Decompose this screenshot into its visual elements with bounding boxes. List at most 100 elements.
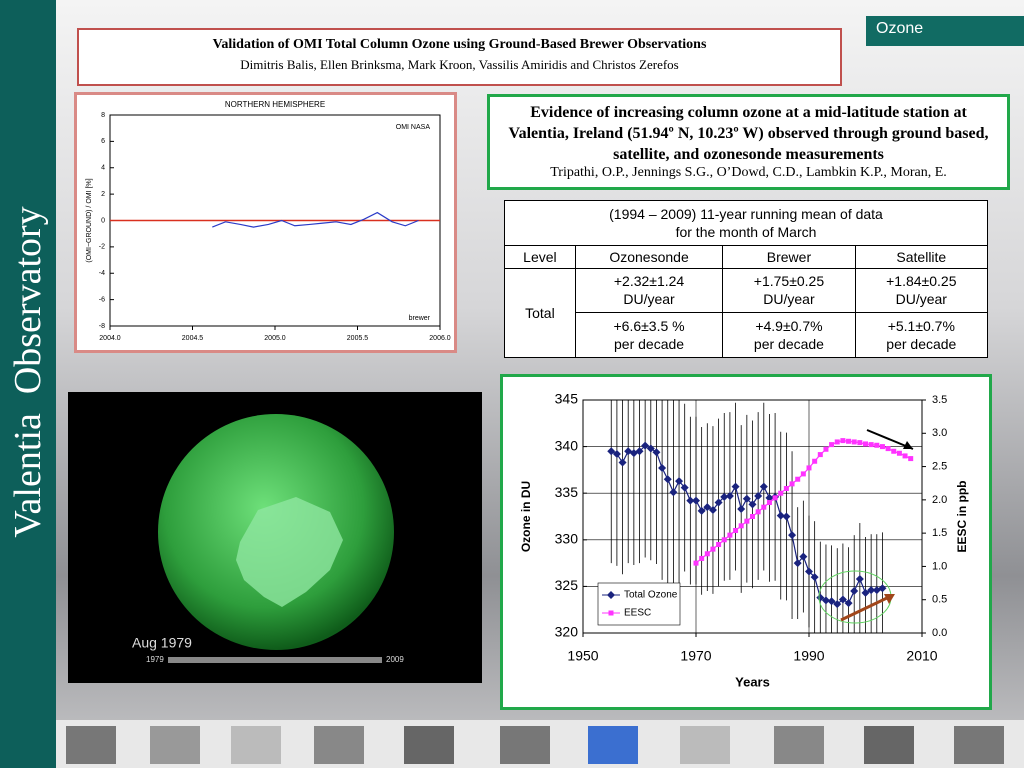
annotation: OMI NASA [396, 124, 431, 131]
marker [902, 453, 908, 459]
marker [810, 573, 819, 582]
y-axis-label: Ozone in DU [519, 481, 533, 552]
tab: Ozone [866, 16, 1024, 46]
cell-value: +6.6±3.5 % [613, 318, 685, 335]
cell-value: +4.9±0.7% [755, 318, 823, 335]
sidebar: Valentia Observatory [0, 0, 56, 768]
marker [693, 560, 699, 566]
x-axis-label: Years [735, 674, 770, 689]
citation: Tripathi, O.P., Jennings S.G., O’Dowd, C… [550, 165, 947, 180]
marker [776, 511, 785, 520]
thumbnail [588, 726, 638, 764]
y-tick-label: -2 [99, 244, 105, 251]
marker [805, 567, 813, 576]
marker [846, 438, 852, 444]
y2-tick-label: 2.0 [932, 494, 947, 506]
marker [823, 446, 829, 452]
series [607, 400, 887, 633]
chart-box: 320 325 330 335 340 345 0.0 0.5 1.0 1.5 2.0 2.5 3.0 3… [500, 374, 992, 710]
marker [829, 442, 835, 448]
x-tick-label: 1990 [793, 648, 824, 664]
y-tick-label: 335 [555, 484, 579, 500]
y-tick-label: 4 [101, 165, 105, 172]
marker [885, 446, 891, 452]
thumbnail [404, 726, 454, 764]
title: Validation of OMI Total Column Ozone usi… [212, 37, 707, 52]
marker [658, 464, 667, 473]
marker [725, 491, 734, 500]
authors: Dimitris Balis, Ellen Brinksma, Mark Kro… [240, 57, 679, 72]
marker [833, 600, 842, 609]
x-tick-label: 1970 [680, 648, 711, 664]
series [693, 438, 914, 566]
table-grid: (1994 – 2009) 11-year running mean of da… [504, 200, 989, 359]
y-tick-label: 345 [555, 391, 579, 407]
x-tick-label: 2005.0 [264, 335, 286, 342]
thumbnail [314, 726, 364, 764]
marker [850, 587, 859, 596]
legend-marker [608, 610, 614, 616]
row: Total +2.32±1.24 DU/year +1.75±0.25 DU/year +… [504, 267, 989, 359]
marker [855, 574, 864, 583]
title-box: Validation of OMI Total Column Ozone usi… [77, 28, 842, 86]
y-tick-label: 6 [101, 138, 105, 145]
y-tick-label: -4 [99, 270, 105, 277]
marker [759, 482, 768, 491]
legend-label: EESC [624, 608, 651, 619]
x-tick-label: 2004.0 [99, 335, 121, 342]
column-header: Brewer [722, 244, 856, 269]
marker [750, 514, 755, 519]
marker [697, 506, 706, 515]
marker [800, 471, 806, 477]
marker [646, 444, 655, 453]
x-tick-label: 2004.5 [182, 335, 204, 342]
marker [641, 441, 650, 450]
marker [838, 595, 847, 604]
marker [844, 599, 853, 608]
marker [795, 476, 801, 482]
marker [699, 555, 705, 561]
chart-title: NORTHERN HEMISPHERE [225, 100, 325, 109]
marker [675, 477, 684, 486]
marker [716, 541, 722, 547]
marker [766, 500, 772, 506]
marker [721, 537, 727, 543]
marker [755, 509, 761, 515]
marker [868, 442, 874, 448]
slider [168, 657, 382, 663]
y-axis-label: (OMI−GROUND) / OMI [%] [86, 178, 93, 262]
cell-unit: per decade [753, 336, 824, 353]
y2-tick-label: 0.5 [932, 594, 947, 606]
y-tick-label: 340 [555, 437, 579, 453]
marker [635, 447, 644, 456]
evidence-title: Evidence of increasing column ozone at a… [508, 104, 989, 163]
marker [772, 495, 778, 501]
arrow-head [903, 441, 913, 449]
cell: +4.9±0.7% per decade [722, 312, 856, 358]
marker [821, 596, 830, 605]
y2-tick-label: 1.5 [932, 527, 947, 539]
y-tick-label: 2 [101, 191, 105, 198]
column-header: Ozonesonde [574, 244, 724, 269]
thumbnail [500, 726, 550, 764]
globe: Aug 1979 1979 2009 [132, 414, 404, 664]
row: +6.6±3.5 % per decade +4.9±0.7% per decade +… [505, 312, 989, 358]
marker [669, 488, 678, 497]
chart: 320 325 330 335 340 345 0.0 0.5 1.0 1.5 2.0 2.5 3.0 3… [519, 391, 969, 690]
marker [714, 498, 723, 507]
marker [663, 475, 672, 484]
thumbnail [680, 726, 730, 764]
legend-label: Total Ozone [624, 590, 678, 601]
cell-value: +1.84±0.25 [886, 273, 957, 290]
cell-value: +2.32±1.24 [613, 273, 685, 290]
cell-unit: per decade [886, 336, 957, 353]
chart-box: NORTHERN HEMISPHERE -8 -6 -4 -2 0 2 4 6 8 2004.0 20… [74, 92, 457, 353]
cell: +1.84±0.25 DU/year [854, 267, 989, 314]
caption-line: for the month of March [675, 223, 817, 240]
marker [789, 481, 795, 487]
marker [851, 439, 857, 445]
cell-value: +5.1±0.7% [887, 318, 955, 335]
legend-marker [607, 591, 615, 599]
table: (1994 – 2009) 11-year running mean of da… [504, 200, 989, 359]
